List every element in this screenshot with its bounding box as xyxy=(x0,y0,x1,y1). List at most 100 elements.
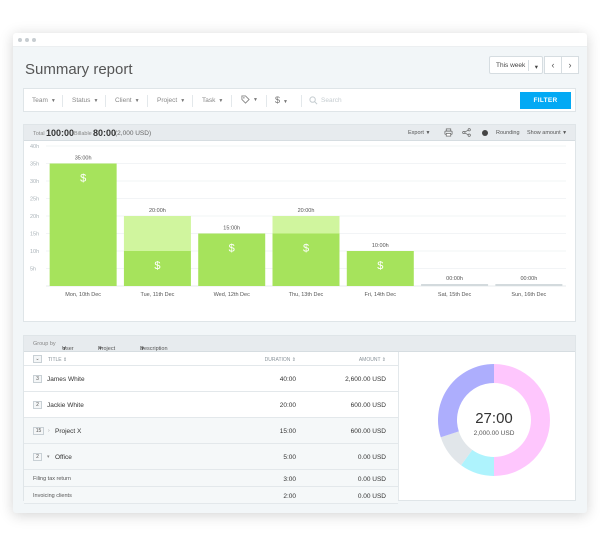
x-tick-label: Wed, 12th Dec xyxy=(214,292,251,298)
team-filter[interactable]: Team ▼ xyxy=(32,97,56,104)
divider xyxy=(62,95,63,107)
chevron-right-icon: › xyxy=(48,428,50,434)
y-tick-label: 30h xyxy=(30,179,39,185)
row-duration: 2:00 xyxy=(283,493,296,500)
row-title: James White xyxy=(47,376,85,383)
client-filter[interactable]: Client ▼ xyxy=(115,97,140,104)
bar-empty[interactable] xyxy=(495,284,563,286)
bar-nonbillable[interactable] xyxy=(272,216,340,234)
title-column-header[interactable]: TITLE ⇕ xyxy=(48,357,67,363)
bar-billable[interactable] xyxy=(123,251,191,286)
rounding-toggle[interactable] xyxy=(482,130,488,136)
x-tick-label: Sun, 16th Dec xyxy=(511,292,546,298)
row-amount: 0.00 USD xyxy=(357,493,386,500)
chart-header: Total 100:00 Billable 80:00 (2,000 USD) … xyxy=(24,125,575,141)
caret-down-icon: ▼ xyxy=(218,98,224,104)
bar-billable[interactable] xyxy=(49,163,117,287)
row-duration: 15:00 xyxy=(279,428,296,435)
table-row[interactable]: Filing tax return 3:00 0.00 USD xyxy=(24,470,398,487)
caret-down-icon: ▼ xyxy=(180,98,186,104)
bar-value-label: 00:00h xyxy=(446,276,463,282)
page-title: Summary report xyxy=(25,61,133,78)
table-row[interactable]: 3 James White 40:00 2,600.00 USD xyxy=(24,366,398,392)
filter-bar: Team ▼ Status ▼ Client ▼ Project ▼ Task ▼ ▼ $… xyxy=(23,88,576,112)
team-filter-label: Team xyxy=(32,97,48,104)
donut-segment[interactable] xyxy=(438,364,494,438)
row-amount: 2,600.00 USD xyxy=(345,376,386,383)
billable-filter[interactable]: $ ▼ xyxy=(275,95,288,105)
y-tick-label: 10h xyxy=(30,249,39,255)
export-label: Export xyxy=(408,130,424,136)
dollar-icon: $ xyxy=(377,260,383,272)
chevron-down-icon: ▾ xyxy=(47,454,50,460)
amount-column-header[interactable]: AMOUNT ⇕ xyxy=(359,357,386,363)
caret-down-icon: ▼ xyxy=(50,98,56,104)
printer-icon[interactable] xyxy=(444,128,453,137)
dollar-icon: $ xyxy=(275,95,281,105)
duration-header-label: DURATION xyxy=(264,357,291,363)
divider xyxy=(231,95,232,107)
project-filter-label: Project xyxy=(157,97,178,104)
donut-amount: 2,000.00 USD xyxy=(474,430,515,437)
bar-nonbillable[interactable] xyxy=(123,216,191,251)
task-filter-label: Task xyxy=(202,97,216,104)
chevron-right-icon: › xyxy=(568,60,572,70)
bar-billable[interactable] xyxy=(346,251,414,286)
donut-chart: 27:00 2,000.00 USD xyxy=(438,364,550,476)
expand-all-button[interactable]: ⌄ xyxy=(33,355,42,363)
chevron-down-icon: ⌄ xyxy=(35,356,40,362)
task-filter[interactable]: Task ▼ xyxy=(202,97,223,104)
date-range-select[interactable]: This week ▾ xyxy=(489,56,543,74)
table-row[interactable]: 15 › Project X 15:00 600.00 USD xyxy=(24,418,398,444)
row-title: Filing tax return xyxy=(33,476,71,482)
donut-segment[interactable] xyxy=(461,449,494,476)
show-amount-label: Show amount xyxy=(527,130,561,136)
duration-column-header[interactable]: DURATION ⇕ xyxy=(265,357,296,363)
y-tick-label: 20h xyxy=(30,214,39,220)
window-titlebar xyxy=(13,33,587,47)
count-badge[interactable]: 2 xyxy=(33,453,42,461)
show-amount-dropdown[interactable]: Show amount ▼ xyxy=(527,130,567,136)
billable-label: Billable xyxy=(74,131,92,137)
count-badge[interactable]: 3 xyxy=(33,375,42,383)
project-filter[interactable]: Project ▼ xyxy=(157,97,185,104)
table-row[interactable]: 2 ▾ Office 5:00 0.00 USD xyxy=(24,444,398,470)
date-range-label: This week xyxy=(496,62,526,69)
search-input[interactable]: Search xyxy=(321,97,342,104)
table-row[interactable]: 2 Jackie White 20:00 600.00 USD xyxy=(24,392,398,418)
billable-value: 80:00 xyxy=(93,128,117,138)
row-title: Office xyxy=(55,454,72,461)
bar-billable[interactable] xyxy=(272,233,340,287)
previous-week-button[interactable]: ‹ xyxy=(544,56,562,74)
table-header: ⌄ TITLE ⇕ DURATION ⇕ AMOUNT ⇕ xyxy=(24,352,398,366)
y-tick-label: 35h xyxy=(30,162,39,168)
row-amount: 0.00 USD xyxy=(357,454,386,461)
share-icon[interactable] xyxy=(462,128,471,137)
bar-billable[interactable] xyxy=(198,233,266,287)
divider xyxy=(301,95,302,107)
y-tick-label: 25h xyxy=(30,197,39,203)
y-tick-label: 15h xyxy=(30,232,39,238)
bar-value-label: 20:00h xyxy=(149,208,166,214)
donut-segment[interactable] xyxy=(440,431,473,466)
y-tick-label: 40h xyxy=(30,144,39,150)
row-duration: 20:00 xyxy=(279,402,296,409)
row-amount: 0.00 USD xyxy=(357,476,386,483)
total-label: Total xyxy=(33,131,45,137)
donut-segment[interactable] xyxy=(494,364,550,476)
bar-empty[interactable] xyxy=(421,284,489,286)
count-badge[interactable]: 2 xyxy=(33,401,42,409)
bar-value-label: 00:00h xyxy=(520,276,537,282)
filter-button[interactable]: FILTER xyxy=(520,92,571,109)
status-filter[interactable]: Status ▼ xyxy=(72,97,98,104)
sort-icon: ⇕ xyxy=(381,357,386,363)
rounding-label: Rounding xyxy=(496,130,520,136)
bar-chart: 40h 35h 30h 25h 20h 15h 10h 5h $35:00h Mon, 10th … xyxy=(30,144,566,298)
export-dropdown[interactable]: Export ▼ xyxy=(408,130,430,136)
count-badge[interactable]: 15 xyxy=(33,427,44,435)
next-week-button[interactable]: › xyxy=(561,56,579,74)
y-tick-label: 5h xyxy=(30,267,36,273)
tag-filter[interactable]: ▼ xyxy=(241,95,258,104)
divider xyxy=(147,95,148,107)
table-row[interactable]: Invoicing clients 2:00 0.00 USD xyxy=(24,487,398,504)
